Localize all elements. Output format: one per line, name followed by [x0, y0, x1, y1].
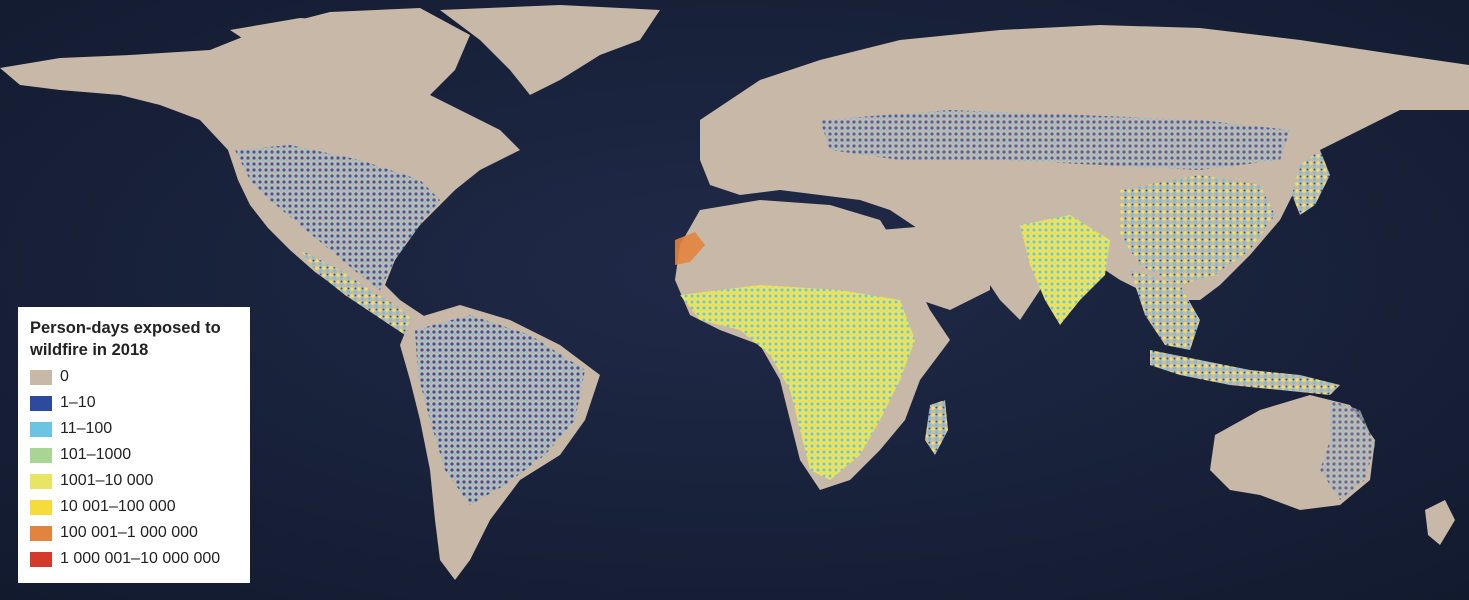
land-eurasia	[700, 25, 1469, 320]
legend-swatch	[30, 473, 52, 489]
legend-label: 1001–10 000	[60, 472, 154, 489]
exposure-china	[1120, 175, 1275, 285]
land-madagascar	[925, 400, 948, 455]
land-greenland	[440, 5, 660, 95]
legend-item: 10 001–100 000	[30, 494, 238, 520]
legend-swatch	[30, 369, 52, 385]
exposure-western-sahara	[675, 232, 705, 265]
legend-item: 101–1000	[30, 442, 238, 468]
legend-label: 100 001–1 000 000	[60, 524, 198, 541]
land-japan	[1292, 150, 1330, 215]
exposure-south-america	[415, 315, 585, 505]
land-canadian-arctic	[230, 18, 360, 55]
legend-item: 100 001–1 000 000	[30, 520, 238, 546]
legend-swatch	[30, 499, 52, 515]
land-new-zealand	[1425, 500, 1455, 545]
legend: Person-days exposed to wildfire in 2018 …	[18, 307, 250, 583]
exposure-australia	[1320, 400, 1375, 500]
legend-item: 11–100	[30, 416, 238, 442]
exposure-india	[1020, 215, 1110, 325]
legend-label: 101–1000	[60, 446, 132, 463]
legend-rows: 0 1–10 11–100 101–1000 1001–10 000 10 001–100…	[30, 364, 238, 572]
legend-swatch	[30, 525, 52, 541]
legend-title: Person-days exposed to wildfire in 2018	[30, 317, 238, 361]
legend-swatch	[30, 551, 52, 567]
legend-label: 1–10	[60, 394, 96, 411]
land-indonesia	[1150, 350, 1340, 395]
legend-label: 0	[60, 368, 69, 385]
exposure-africa	[680, 285, 915, 480]
land-arabia	[880, 225, 990, 310]
legend-item: 1001–10 000	[30, 468, 238, 494]
legend-item: 0	[30, 364, 238, 390]
legend-title-line2: wildfire in 2018	[30, 341, 149, 359]
legend-swatch	[30, 395, 52, 411]
legend-label: 10 001–100 000	[60, 498, 176, 515]
legend-item: 1–10	[30, 390, 238, 416]
exposure-southeast-asia	[1130, 270, 1200, 350]
exposure-north-america	[235, 145, 440, 290]
exposure-siberia	[820, 110, 1290, 170]
exposure-mexico	[300, 250, 420, 335]
legend-swatch	[30, 421, 52, 437]
legend-label: 1 000 001–10 000 000	[60, 550, 221, 567]
legend-title-line1: Person-days exposed to	[30, 319, 221, 337]
legend-label: 11–100	[60, 420, 113, 437]
legend-item: 1 000 001–10 000 000	[30, 546, 238, 572]
legend-swatch	[30, 447, 52, 463]
